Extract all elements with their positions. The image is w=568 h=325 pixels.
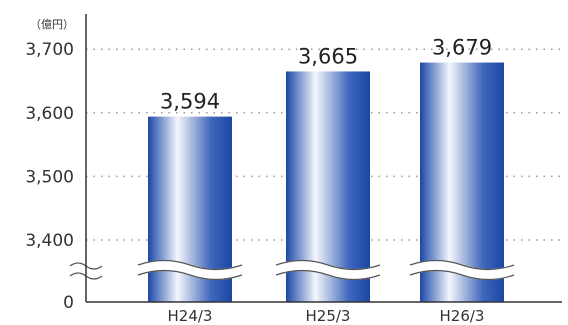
axis-break-line: [409, 259, 515, 271]
axis-break-line: [275, 269, 381, 281]
x-tick-label: H24/3: [168, 307, 213, 325]
x-tick-label: H25/3: [306, 307, 351, 325]
y-tick-label: 3,600: [25, 104, 74, 124]
axis-break-line: [137, 269, 243, 281]
axis-break: [69, 259, 516, 281]
y-tick-label: 0: [63, 293, 74, 313]
axis-break-line: [275, 259, 381, 271]
y-unit-label: （億円）: [30, 18, 74, 31]
y-tick-label: 3,400: [25, 231, 74, 251]
axis-break-band: [136, 260, 244, 280]
axis-break-line: [409, 269, 515, 281]
labels: 0 3,400 3,500 3,600 3,700 3,594 H24/3 3,665 H25/…: [25, 36, 492, 325]
data-label: 3,679: [432, 36, 492, 60]
axis-break-line: [137, 259, 243, 271]
axis-break-band: [274, 260, 382, 280]
axis-break-band: [408, 260, 516, 280]
axes: [85, 14, 562, 303]
y-tick-label: 3,700: [25, 40, 74, 60]
bars: [148, 62, 504, 303]
data-label: 3,665: [298, 44, 358, 68]
data-label: 3,594: [160, 90, 220, 114]
x-tick-label: H26/3: [440, 307, 485, 325]
y-tick-label: 3,500: [25, 167, 74, 187]
